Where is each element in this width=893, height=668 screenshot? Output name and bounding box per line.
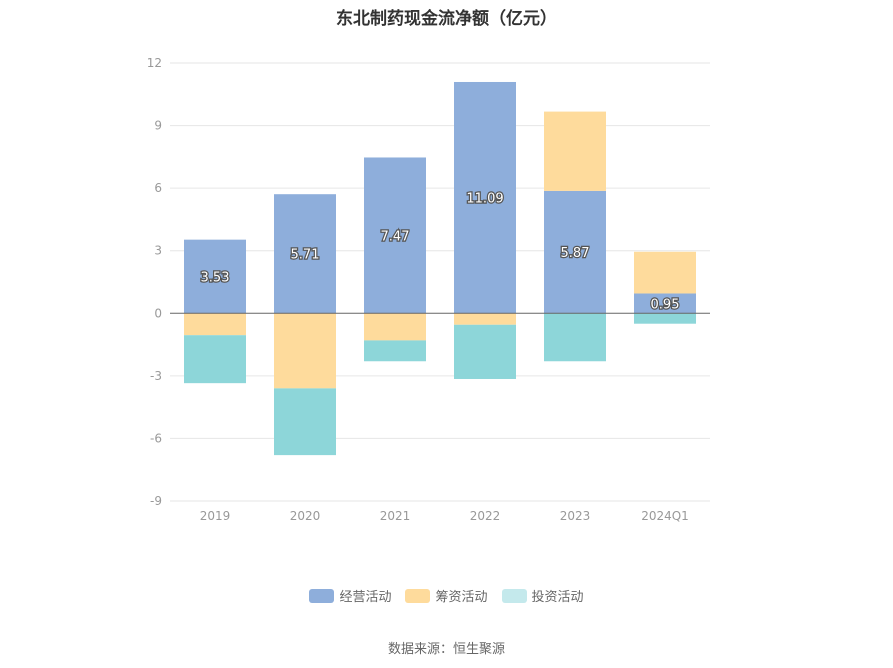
bar-投资活动-2022[interactable] (454, 324, 516, 379)
x-tick-label: 2023 (560, 509, 591, 523)
y-tick-label: 9 (154, 119, 162, 133)
x-tick-label: 2021 (380, 509, 411, 523)
data-label: 5.71 (291, 248, 320, 263)
y-tick-label: -6 (150, 431, 162, 445)
bar-投资活动-2019[interactable] (184, 335, 246, 384)
data-label: 0.95 (651, 297, 680, 312)
data-label: 7.47 (381, 229, 410, 244)
bar-筹资活动-2021[interactable] (364, 313, 426, 341)
x-tick-label: 2019 (200, 509, 231, 523)
data-label: 5.87 (561, 246, 590, 261)
bar-筹资活动-2023[interactable] (544, 111, 606, 191)
bar-经营活动-2019[interactable] (184, 239, 246, 314)
data-label: 3.53 (201, 270, 230, 285)
legend-swatch (501, 588, 527, 603)
legend-label: 投资活动 (531, 590, 584, 605)
data-source: 数据来源：恒生聚源 (387, 642, 505, 657)
bar-经营活动-2023[interactable] (544, 190, 606, 314)
x-tick-label: 2024Q1 (641, 509, 689, 523)
data-label: 11.09 (466, 192, 503, 207)
bar-投资活动-2021[interactable] (364, 340, 426, 362)
chart-title: 东北制药现金流净额（亿元） (336, 9, 557, 29)
legend-item[interactable]: 经营活动 (309, 586, 391, 605)
bar-经营活动-2024Q1[interactable] (634, 293, 696, 314)
y-tick-label: 0 (154, 306, 162, 320)
bar-经营活动-2022[interactable] (454, 81, 516, 314)
y-tick-label: 6 (154, 181, 162, 195)
bar-筹资活动-2019[interactable] (184, 313, 246, 336)
y-tick-label: 12 (147, 56, 162, 70)
legend-swatch (405, 588, 431, 603)
y-tick-label: -9 (150, 494, 162, 508)
legend-item[interactable]: 投资活动 (501, 586, 584, 605)
legend-swatch (309, 588, 335, 603)
bar-经营活动-2021[interactable] (364, 157, 426, 314)
bar-筹资活动-2024Q1[interactable] (634, 251, 696, 294)
legend: 经营活动 筹资活动 投资活动 (0, 586, 893, 605)
x-tick-label: 2022 (470, 509, 501, 523)
legend-label: 筹资活动 (435, 590, 488, 605)
bar-投资活动-2020[interactable] (274, 388, 336, 456)
bar-筹资活动-2020[interactable] (274, 313, 336, 389)
bar-经营活动-2020[interactable] (274, 194, 336, 314)
bar-投资活动-2023[interactable] (544, 313, 606, 362)
legend-label: 经营活动 (339, 590, 392, 605)
y-tick-label: 3 (154, 244, 162, 258)
y-tick-label: -3 (150, 369, 162, 383)
x-tick-label: 2020 (290, 509, 321, 523)
bar-筹资活动-2022[interactable] (454, 313, 516, 325)
legend-item[interactable]: 筹资活动 (405, 586, 488, 605)
bar-投资活动-2024Q1[interactable] (634, 313, 696, 324)
